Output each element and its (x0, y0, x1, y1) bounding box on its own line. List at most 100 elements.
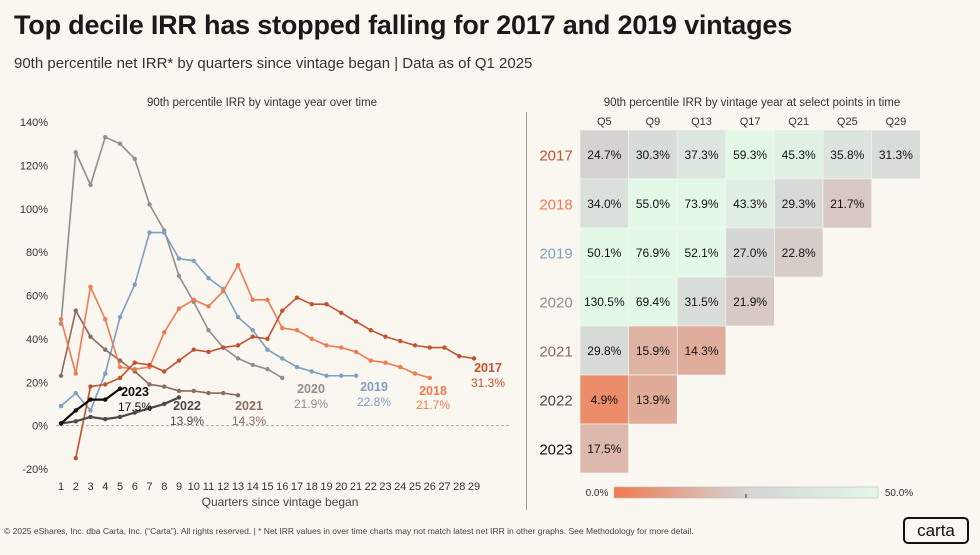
data-point-2017 (73, 455, 78, 461)
data-point-2018 (176, 306, 182, 311)
series-line-2020 (60, 136, 283, 379)
data-point-2018 (235, 262, 241, 268)
data-point-2020 (265, 367, 270, 372)
carta-logo[interactable]: carta (903, 517, 969, 544)
end-label-year-2017: 2017 (474, 361, 502, 375)
heatmap-cell-value: 43.3% (733, 197, 767, 211)
data-point-2018 (191, 297, 196, 303)
data-point-2019 (353, 373, 359, 378)
data-point-2018 (368, 358, 373, 363)
data-point-2021 (103, 347, 108, 352)
heatmap-cell (579, 374, 629, 425)
end-label-year-2018: 2018 (419, 384, 447, 398)
data-point-2018 (221, 288, 226, 294)
heatmap-column-label: Q29 (886, 116, 907, 128)
heatmap-row-label: 2021 (539, 344, 572, 361)
x-tick-label: 15 (261, 481, 273, 493)
x-tick-label: 8 (161, 481, 167, 493)
data-point-2020 (176, 273, 182, 279)
data-point-2019 (235, 314, 241, 320)
y-tick-label: 140% (20, 117, 48, 129)
data-point-2022 (73, 419, 78, 424)
end-label-year-2021: 2021 (235, 399, 263, 413)
series-line-2017 (74, 296, 475, 459)
y-tick-label: 80% (26, 247, 48, 259)
x-tick-label: 10 (188, 481, 200, 493)
x-tick-label: 27 (438, 481, 450, 493)
heatmap-cell (676, 325, 727, 376)
heatmap-cell (628, 374, 678, 425)
data-point-2017 (162, 369, 167, 374)
data-point-2017 (383, 334, 388, 339)
data-point-2018 (88, 284, 93, 290)
heatmap-column-label: Q5 (597, 116, 612, 128)
heatmap-cell-value: 13.9% (636, 393, 670, 407)
y-tick-label: 0% (32, 421, 48, 433)
legend-max-label: 50.0% (885, 488, 913, 499)
data-point-2019 (88, 408, 93, 413)
data-point-2017 (280, 308, 285, 313)
heatmap-cell (628, 227, 678, 278)
heatmap-row-label: 2020 (539, 295, 572, 312)
data-point-2017 (471, 356, 477, 361)
data-point-2021 (206, 390, 211, 396)
data-point-2017 (309, 301, 314, 307)
data-point-2018 (250, 297, 255, 303)
heatmap-row-label: 2018 (539, 197, 572, 214)
heatmap-row-label: 2019 (539, 246, 572, 263)
x-tick-label: 29 (468, 481, 480, 493)
x-tick-label: 13 (232, 481, 244, 493)
x-tick-label: 28 (453, 481, 465, 493)
data-point-2018 (265, 297, 270, 303)
x-axis-label: Quarters since vintage began (202, 495, 359, 509)
heatmap-title: 90th percentile IRR by vintage year at s… (604, 97, 901, 109)
heatmap-cell-value: 73.9% (684, 197, 718, 211)
data-point-2019 (73, 390, 78, 396)
heatmap-column-label: Q17 (740, 116, 761, 128)
x-tick-label: 3 (87, 481, 93, 493)
data-point-2018 (162, 330, 167, 335)
data-point-2017 (265, 336, 270, 342)
data-point-2019 (176, 256, 182, 261)
irr-heatmap: 90th percentile IRR by vintage year at s… (539, 97, 921, 499)
heatmap-cell (725, 276, 775, 327)
data-point-2017 (294, 295, 300, 300)
data-point-2020 (235, 356, 241, 361)
end-label-value-2020: 21.9% (294, 397, 328, 411)
heatmap-cell-value: 34.0% (587, 197, 621, 211)
data-point-2017 (324, 301, 329, 307)
heatmap-cell-value: 4.9% (591, 393, 619, 407)
data-point-2018 (294, 328, 300, 333)
heatmap-cell (774, 178, 824, 229)
heatmap-cell (579, 276, 629, 327)
heatmap-column-label: Q25 (837, 116, 858, 128)
legend-min-label: 0.0% (586, 488, 609, 499)
heatmap-cell (725, 129, 775, 180)
data-point-2019 (294, 364, 300, 370)
data-point-2017 (88, 384, 93, 389)
x-tick-label: 4 (102, 481, 108, 493)
heatmap-cell (822, 129, 872, 180)
heatmap-cell-value: 69.4% (636, 295, 670, 309)
data-point-2019 (103, 371, 108, 376)
heatmap-cell-value: 35.8% (830, 148, 864, 162)
data-point-2020 (206, 328, 211, 333)
data-point-2018 (398, 364, 403, 370)
data-point-2017 (103, 382, 108, 387)
data-point-2019 (132, 282, 137, 287)
data-point-2019 (147, 230, 152, 235)
data-point-2019 (339, 373, 344, 378)
data-point-2019 (265, 347, 270, 352)
heatmap-cell (774, 227, 824, 278)
heatmap-cell (628, 129, 678, 180)
data-point-2017 (250, 334, 255, 339)
y-tick-label: 60% (26, 291, 48, 303)
heatmap-cell-value: 37.3% (684, 148, 718, 162)
data-point-2018 (309, 336, 314, 342)
x-tick-label: 26 (424, 481, 436, 493)
data-point-2018 (73, 371, 78, 376)
data-point-2023 (58, 421, 64, 426)
data-point-2017 (221, 345, 226, 350)
data-point-2017 (147, 362, 152, 368)
data-point-2021 (73, 308, 78, 313)
